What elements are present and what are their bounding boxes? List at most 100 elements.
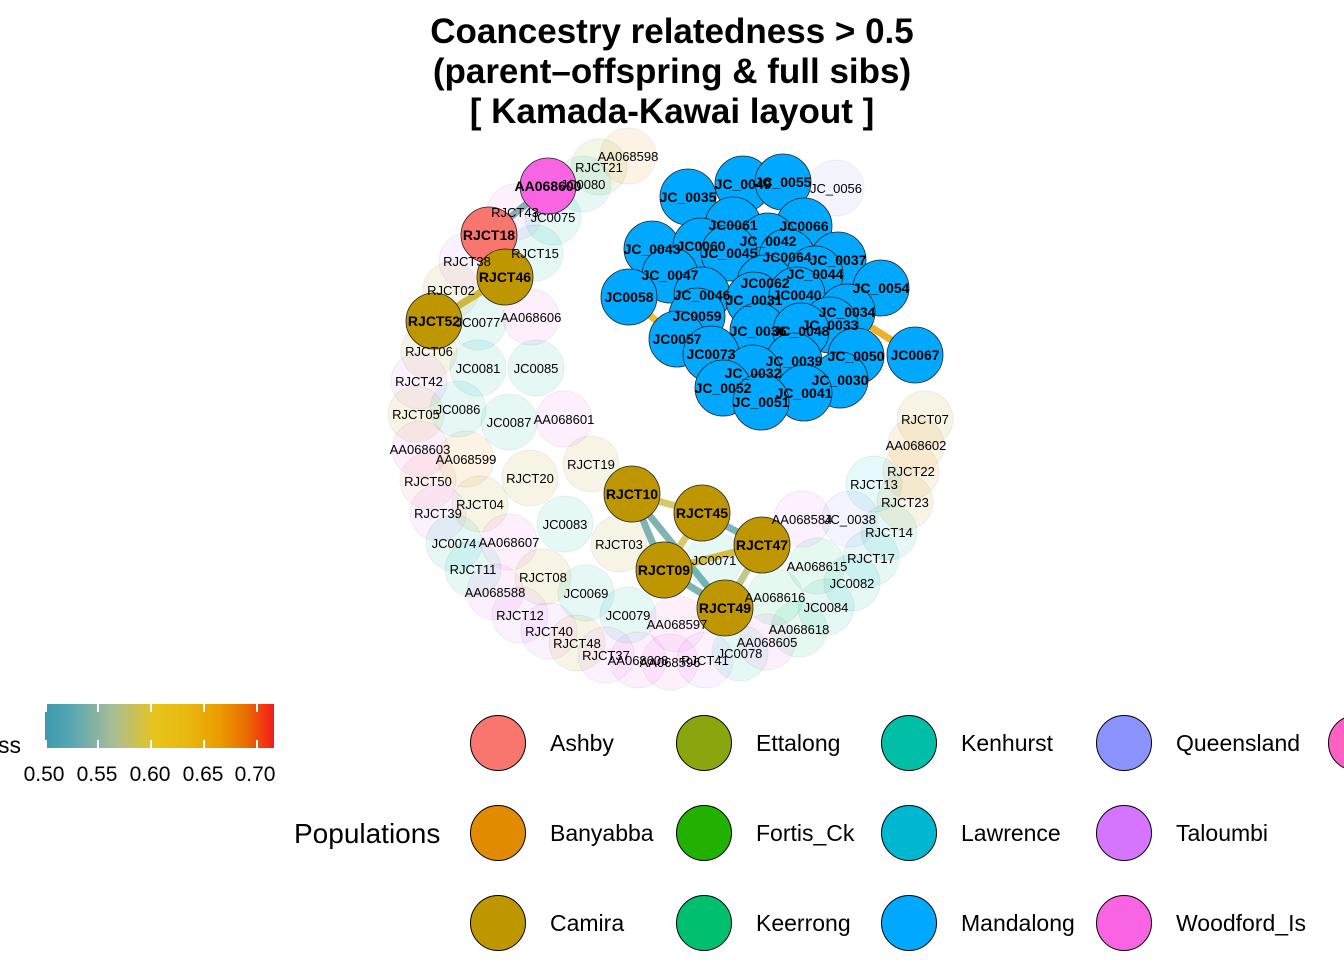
colorbar-title: ss xyxy=(0,732,21,758)
legend-swatch-woodford_is xyxy=(1096,895,1152,951)
node-label-JC0061: JC0061 xyxy=(708,217,757,233)
node-label-JC0067: JC0067 xyxy=(890,347,939,363)
node-JC_0051 xyxy=(732,373,790,431)
node-label-RJCT15: RJCT15 xyxy=(511,246,559,261)
node-AA068596 xyxy=(641,633,699,691)
node-label-JC_0043: JC_0043 xyxy=(624,241,681,257)
node-label-JC_0051: JC_0051 xyxy=(733,394,790,410)
node-label-JC_0037: JC_0037 xyxy=(810,252,867,268)
node-label-RJCT21: RJCT21 xyxy=(575,160,623,175)
node-AA068608 xyxy=(609,631,667,689)
node-RJCT05 xyxy=(387,385,445,443)
node-label-RJCT19: RJCT19 xyxy=(567,457,615,472)
node-label-AA068605: AA068605 xyxy=(737,635,798,650)
legend-swatch-ettalong xyxy=(676,715,732,771)
node-label-JC0060: JC0060 xyxy=(676,238,725,254)
node-label-JC0080: JC0080 xyxy=(561,177,606,192)
legend-label-woodford_is: Woodford_Is xyxy=(1176,910,1306,936)
node-label-AA068603: AA068603 xyxy=(390,442,451,457)
node-RJCT41 xyxy=(676,631,734,689)
node-AA068607 xyxy=(480,513,538,571)
node-label-AA068596: AA068596 xyxy=(640,655,701,670)
legend-swatch-queensland xyxy=(1096,715,1152,771)
node-label-RJCT37: RJCT37 xyxy=(582,648,630,663)
node-AA068598 xyxy=(599,127,657,185)
node-label-JC0087: JC0087 xyxy=(487,415,532,430)
node-label-RJCT23: RJCT23 xyxy=(881,495,929,510)
node-label-AA068599: AA068599 xyxy=(436,452,497,467)
legend-swatch-ashby xyxy=(470,715,526,771)
node-RJCT17 xyxy=(842,529,900,587)
colorbar-tick xyxy=(203,740,205,748)
node-label-RJCT47: RJCT47 xyxy=(736,537,788,553)
node-label-JC_0050: JC_0050 xyxy=(828,348,885,364)
node-label-JC0074: JC0074 xyxy=(432,536,477,551)
node-RJCT04 xyxy=(451,475,509,533)
node-label-JC0071: JC0071 xyxy=(692,553,737,568)
node-label-JC_0046: JC_0046 xyxy=(674,287,731,303)
node-JC0058 xyxy=(600,268,658,326)
node-label-JC0082: JC0082 xyxy=(830,576,875,591)
colorbar-tick-label: 0.55 xyxy=(76,763,118,786)
node-label-JC0062: JC0062 xyxy=(740,275,789,291)
node-JC0086 xyxy=(429,380,487,438)
node-RJCT19 xyxy=(562,435,620,493)
node-label-AA068597: AA068597 xyxy=(647,617,708,632)
node-label-RJCT03: RJCT03 xyxy=(595,537,643,552)
node-AA068618 xyxy=(770,600,828,658)
node-label-RJCT08: RJCT08 xyxy=(519,570,567,585)
node-label-JC0083: JC0083 xyxy=(543,517,588,532)
node-label-RJCT18: RJCT18 xyxy=(463,227,515,243)
node-JC0069 xyxy=(557,564,615,622)
colorbar-tick-label: 0.60 xyxy=(129,763,171,786)
legend-swatch-camira xyxy=(470,895,526,951)
colorbar-tick xyxy=(256,740,258,748)
node-label-AA068601: AA068601 xyxy=(534,412,595,427)
node-label-JC0064: JC0064 xyxy=(762,249,811,265)
node-label-RJCT41: RJCT41 xyxy=(681,653,729,668)
colorbar-tick xyxy=(97,740,99,748)
node-label-RJCT22: RJCT22 xyxy=(887,464,935,479)
node-RJCT49 xyxy=(696,579,754,637)
node-label-JC0077: JC0077 xyxy=(456,315,501,330)
legend-swatch-lawrence xyxy=(881,805,937,861)
node-label-JC_0041: JC_0041 xyxy=(776,385,833,401)
node-RJCT52 xyxy=(405,292,463,350)
node-label-JC_0035: JC_0035 xyxy=(660,189,717,205)
node-label-RJCT48: RJCT48 xyxy=(553,636,601,651)
node-label-JC_0056: JC_0056 xyxy=(810,181,862,196)
node-label-JC_0039: JC_0039 xyxy=(766,353,823,369)
colorbar-tick xyxy=(203,704,205,712)
node-label-AA068588: AA068588 xyxy=(465,585,526,600)
node-label-RJCT17: RJCT17 xyxy=(847,551,895,566)
legend-label-keerrong: Keerrong xyxy=(756,910,851,936)
legend-label-taloumbi: Taloumbi xyxy=(1176,820,1269,846)
node-RJCT20 xyxy=(501,449,559,507)
node-label-AA068584: AA068584 xyxy=(772,512,833,527)
node-label-AA068600: AA068600 xyxy=(515,178,582,194)
legend-swatch-banyabba xyxy=(470,805,526,861)
node-label-RJCT49: RJCT49 xyxy=(699,600,751,616)
node-label-RJCT52: RJCT52 xyxy=(408,313,460,329)
node-label-JC0084: JC0084 xyxy=(804,600,849,615)
colorbar-tick xyxy=(256,704,258,712)
legend-label-lawrence: Lawrence xyxy=(961,820,1061,846)
node-AA068600 xyxy=(519,157,577,215)
node-label-JC_0048: JC_0048 xyxy=(773,323,830,339)
chart-title-line-2: (parent–offspring & full sibs) xyxy=(432,52,912,91)
node-RJCT12 xyxy=(491,586,549,644)
colorbar-tick-label: 0.70 xyxy=(234,763,276,786)
colorbar-tick xyxy=(150,740,152,748)
node-RJCT37 xyxy=(577,626,635,684)
node-label-JC_0030: JC_0030 xyxy=(812,372,869,388)
colorbar-tick xyxy=(45,740,47,748)
node-label-JC_0055: JC_0055 xyxy=(755,174,812,190)
node-RJCT14 xyxy=(860,503,918,561)
node-label-RJCT39: RJCT39 xyxy=(414,506,462,521)
node-JC0081 xyxy=(449,339,507,397)
node-label-JC_0033: JC_0033 xyxy=(802,317,859,333)
node-label-RJCT07: RJCT07 xyxy=(901,412,949,427)
node-JC_0038 xyxy=(821,490,879,548)
node-label-JC0081: JC0081 xyxy=(456,361,501,376)
